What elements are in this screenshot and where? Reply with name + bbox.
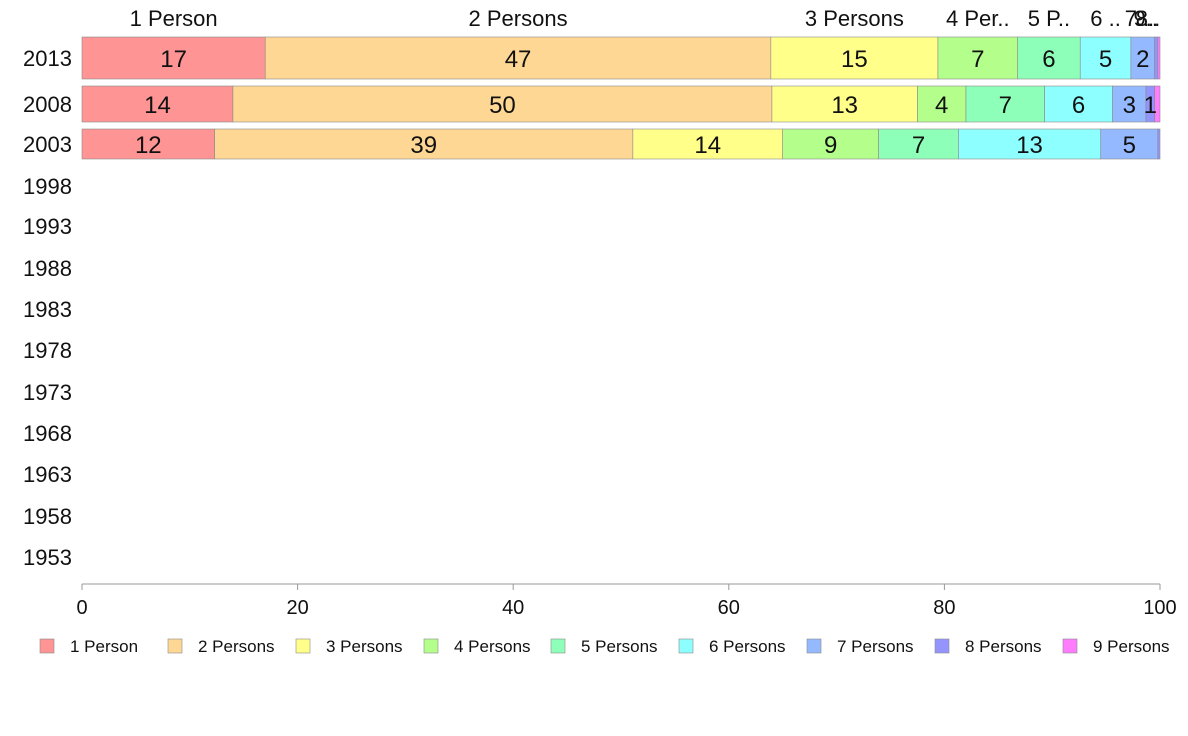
legend-swatch [678,638,694,654]
data-label: 1 [1144,92,1157,119]
top-label: 5 P.. [1028,6,1070,31]
data-label: 15 [841,46,868,73]
data-label: 39 [410,132,437,159]
bar-segment [958,128,1102,160]
data-label: 7 [971,46,984,73]
bar-segment [878,128,959,160]
top-label: 8.. [1136,6,1160,31]
category-label: 1973 [23,380,72,405]
top-label: 2 Persons [469,6,568,31]
category-label: 1963 [23,462,72,487]
bar-segment [1044,85,1113,123]
legend-swatch [39,638,55,654]
bar-segment [1154,85,1161,123]
category-label: 1988 [23,256,72,281]
legend-swatch [934,638,950,654]
data-label: 17 [160,46,187,73]
bar-segment [1017,36,1081,80]
top-label: 7.. [1125,6,1149,31]
category-label: 1953 [23,545,72,570]
bars [81,36,1161,160]
legend-label: 3 Persons [326,637,403,656]
bar-segment [81,36,266,80]
data-label: 7 [999,92,1012,119]
data-label: 14 [694,132,721,159]
legend-label: 6 Persons [709,637,786,656]
data-label: 2 [1136,46,1149,73]
bar-segment [965,85,1045,123]
category-label: 1998 [23,174,72,199]
bar-segment [1112,85,1147,123]
top-label: 3 Persons [805,6,904,31]
bar-segment [1157,128,1161,160]
legend-swatch [806,638,822,654]
category-label: 2003 [23,132,72,157]
x-tick-label: 0 [76,597,87,619]
legend-label: 2 Persons [198,637,275,656]
category-label: 1983 [23,297,72,322]
category-label: 2013 [23,46,72,71]
x-tick-label: 60 [718,597,740,619]
legend: 1 Person 2 Persons 3 Persons 4 Persons 5 Per… [39,637,1170,656]
legend-swatch [423,638,439,654]
bar-segment [81,85,234,123]
x-tick-label: 40 [502,597,524,619]
top-label: 4 Per.. [946,6,1010,31]
data-label: 3 [1123,92,1136,119]
bar-segment [782,128,879,160]
legend-label: 7 Persons [837,637,914,656]
data-label: 13 [1016,132,1043,159]
data-label: 12 [135,132,162,159]
legend-swatch [1062,638,1078,654]
bar-segment [81,128,215,160]
legend-swatch [550,638,566,654]
data-label: 50 [489,92,516,119]
legend-label: 4 Persons [454,637,531,656]
data-label: 6 [1072,92,1085,119]
legend-swatch [167,638,183,654]
bar-segment [1079,36,1132,80]
bar-segment [770,36,939,80]
top-label: 6 .. [1090,6,1121,31]
data-labels: 17 47 15 7 6 5 214 50 13 4 7 6 3 112 39 14 9 7 13 5 [135,46,1157,159]
top-label: 1 Person [130,6,218,31]
data-label: 14 [144,92,171,119]
bar-segment [214,128,634,160]
data-label: 6 [1042,46,1055,73]
bar-segment [1100,128,1159,160]
data-label: 47 [505,46,532,73]
data-label: 9 [824,132,837,159]
legend-label: 9 Persons [1093,637,1170,656]
category-label: 1978 [23,338,72,363]
legend-label: 8 Persons [965,637,1042,656]
category-label: 1993 [23,214,72,239]
bar-segment [1154,36,1159,80]
bar-segment [1157,36,1161,80]
data-label: 4 [935,92,948,119]
bar-segment [632,128,783,160]
top-label: 9.. [1134,6,1158,31]
x-tick-label: 80 [933,597,955,619]
category-label: 1958 [23,504,72,529]
bar-segment [232,85,773,123]
data-label: 5 [1099,46,1112,73]
top-labels: 1 Person 2 Persons 3 Persons 4 Per.. 5 P.. 6 … [130,6,1161,31]
x-axis: 0 20 40 60 80 100 [76,583,1177,619]
x-tick-label: 20 [286,597,308,619]
category-label: 2008 [23,92,72,117]
bar-segment [917,85,967,123]
x-tick-label: 100 [1143,597,1176,619]
legend-swatch [295,638,311,654]
category-label: 1968 [23,421,72,446]
bar-segment [937,36,1019,80]
data-label: 7 [912,132,925,159]
legend-label: 5 Persons [581,637,658,656]
category-labels: 2013 2008 2003 1998 1993 1988 1983 1978 1973 1968… [23,46,72,570]
legend-label: 1 Person [70,637,138,656]
data-label: 13 [831,92,858,119]
data-label: 5 [1123,132,1136,159]
